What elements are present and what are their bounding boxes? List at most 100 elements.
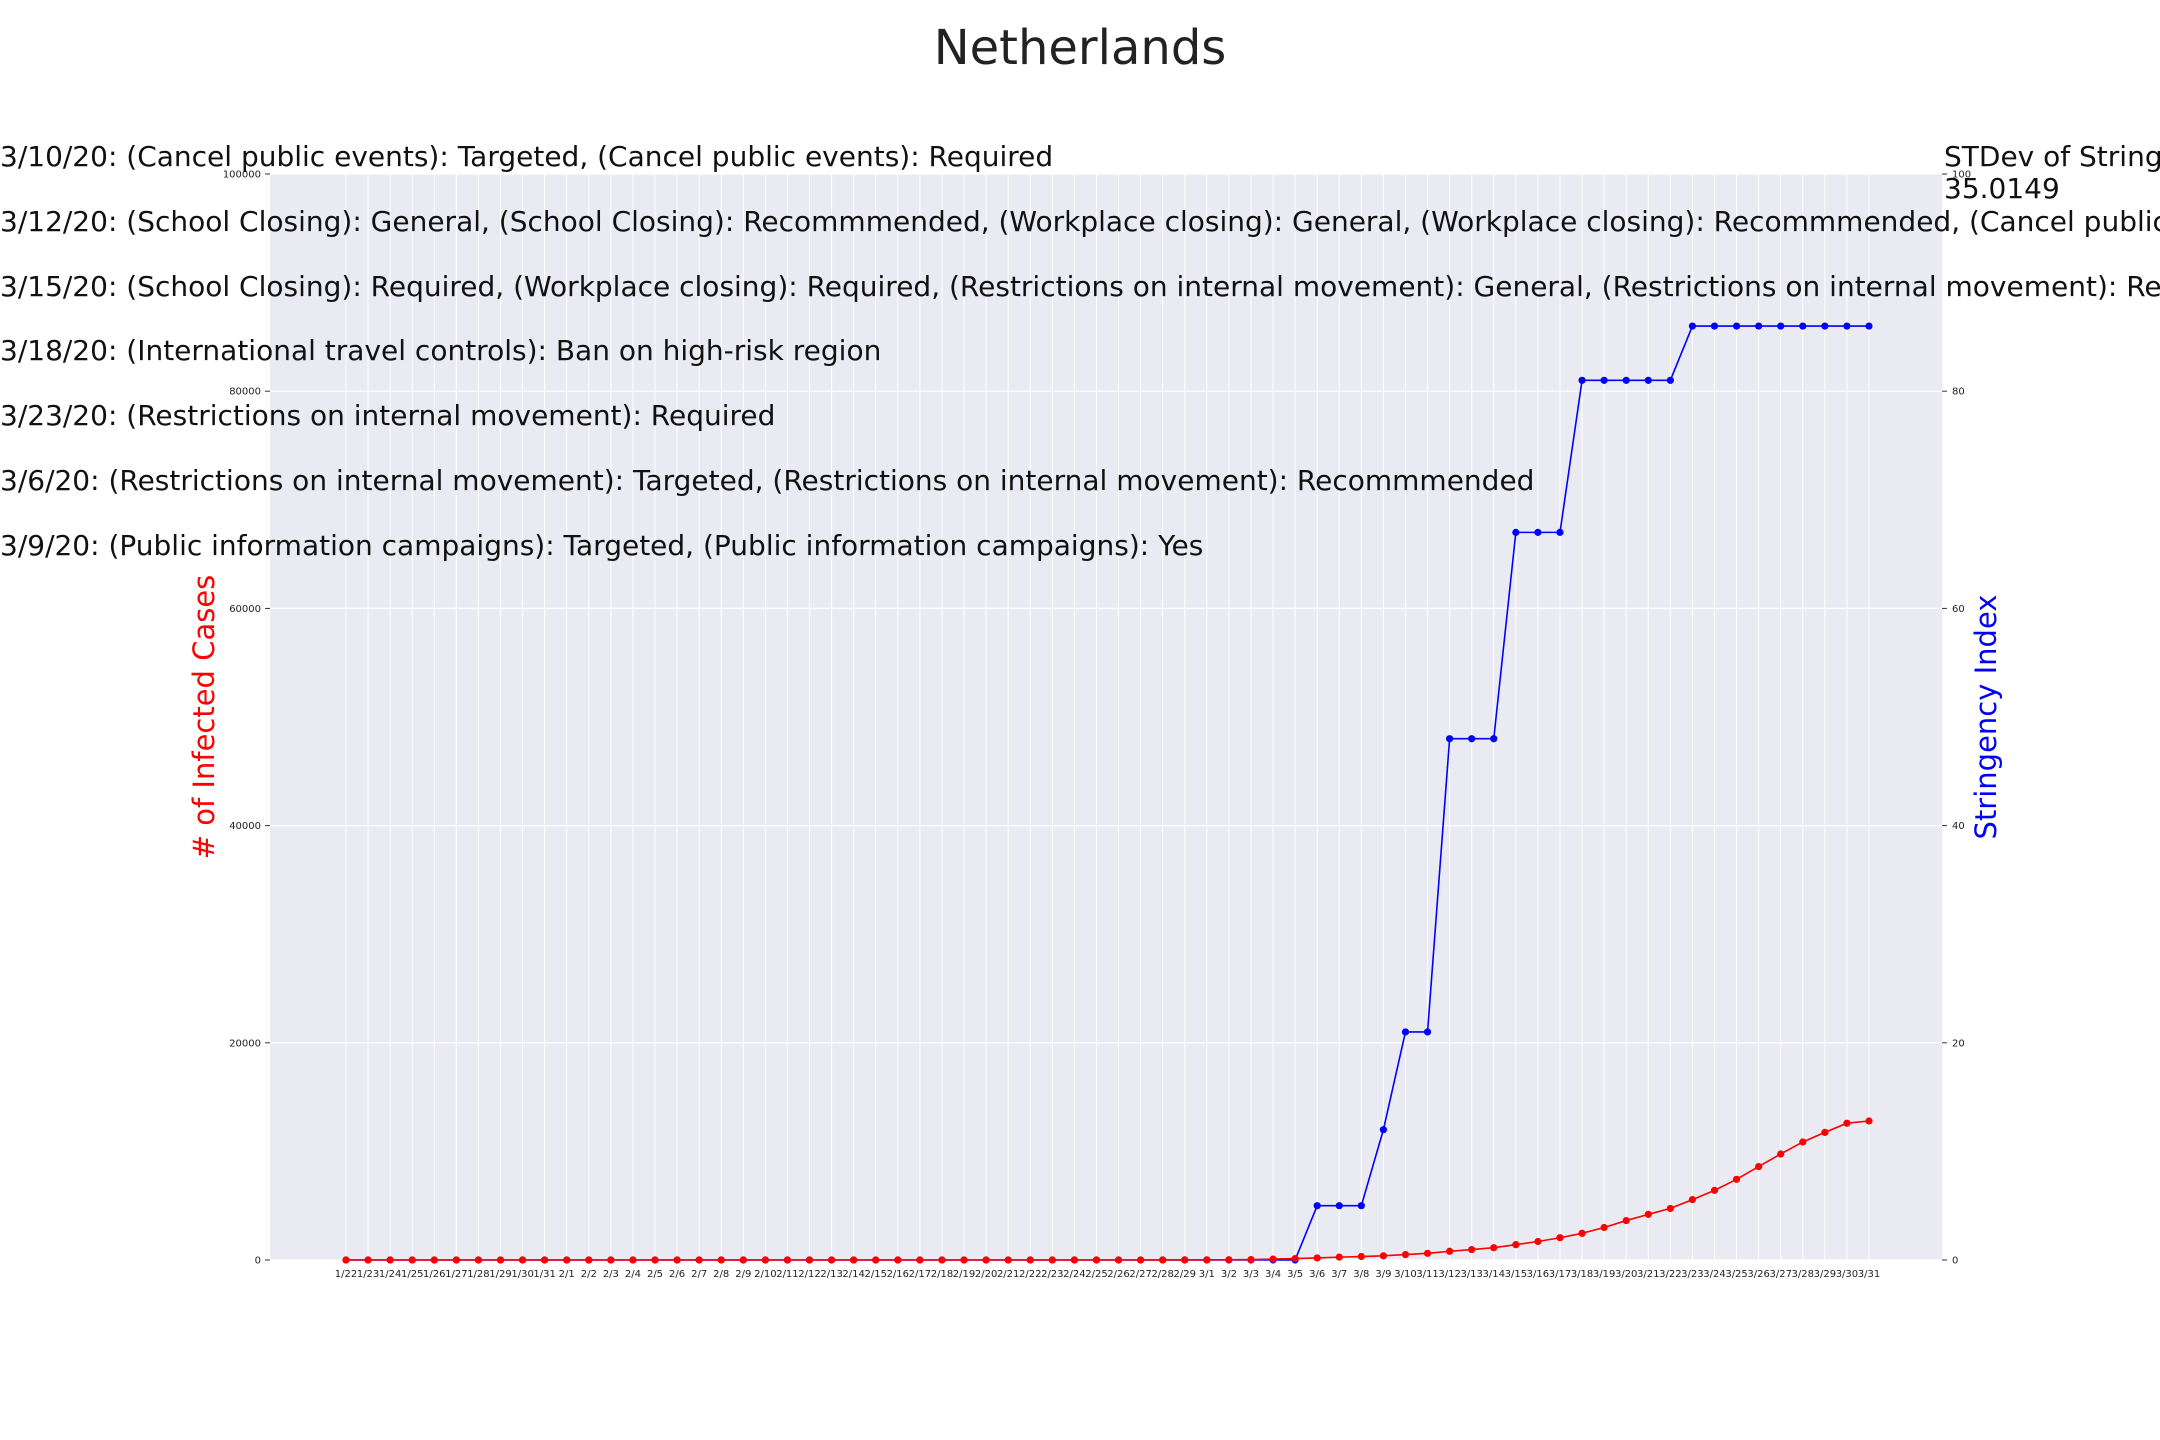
infected-series-line — [346, 1120, 1870, 1261]
x-tick-label: 3/19 — [1593, 1269, 1615, 1280]
x-tick-label: 1/30 — [511, 1269, 533, 1280]
stringency-data-point — [1534, 528, 1542, 536]
infected-data-point — [563, 1256, 571, 1264]
y-axis-label-left: # of Infected Cases — [187, 575, 221, 860]
x-tick-label: 3/17 — [1549, 1269, 1571, 1280]
infected-data-point — [1468, 1245, 1476, 1254]
x-tick-label: 2/18 — [931, 1269, 953, 1280]
x-tick-label: 2/24 — [1063, 1269, 1085, 1280]
infected-data-point — [408, 1256, 416, 1264]
x-tick-label: 2/20 — [975, 1269, 997, 1280]
stringency-data-point — [1799, 322, 1807, 330]
infected-data-point — [1490, 1244, 1498, 1252]
infected-data-point — [1357, 1252, 1365, 1261]
infected-data-point — [1512, 1241, 1520, 1249]
infected-data-point — [827, 1256, 836, 1264]
x-tick-label: 2/13 — [820, 1269, 842, 1280]
x-tick-label: 3/18 — [1571, 1269, 1593, 1280]
infected-data-point — [1777, 1150, 1785, 1158]
y-tick-label-right: 100 — [1952, 170, 1971, 181]
infected-data-point — [1269, 1255, 1277, 1263]
infected-data-point — [342, 1256, 350, 1264]
x-tick-label: 2/21 — [997, 1269, 1019, 1280]
y-axis-label-right: Stringency Index — [1969, 595, 2003, 840]
infected-data-point — [1865, 1117, 1873, 1125]
stringency-data-point — [1688, 322, 1697, 330]
annotations: 3/10/20: (Cancel public events): Targete… — [0, 140, 2160, 562]
stringency-data-point — [1777, 322, 1785, 330]
stringency-data-point — [1578, 376, 1586, 384]
infected-data-point — [1755, 1162, 1763, 1171]
x-tick-label: 1/25 — [401, 1269, 423, 1280]
x-tick-label: 3/26 — [1747, 1269, 1769, 1280]
x-tick-label: 1/22 — [335, 1269, 357, 1280]
infected-data-point — [607, 1256, 615, 1264]
plot-area — [270, 174, 1942, 1260]
x-tick-label: 2/8 — [713, 1269, 729, 1280]
infected-data-point — [783, 1256, 792, 1264]
x-tick-label: 2/26 — [1107, 1269, 1129, 1280]
x-tick-label: 3/8 — [1353, 1269, 1369, 1280]
stringency-data-point — [1865, 322, 1873, 330]
infected-data-point — [1446, 1247, 1454, 1255]
annotation-line: 3/6/20: (Restrictions on internal moveme… — [0, 464, 1534, 497]
x-tick-label: 2/25 — [1085, 1269, 1107, 1280]
infected-data-point — [1291, 1255, 1299, 1263]
x-tick-label: 2/14 — [842, 1269, 864, 1280]
x-tick-label: 3/21 — [1637, 1269, 1659, 1280]
infected-data-point — [1821, 1128, 1829, 1136]
x-tick-label: 2/23 — [1041, 1269, 1063, 1280]
x-tick-label: 3/12 — [1438, 1269, 1460, 1280]
x-tick-label: 3/14 — [1483, 1269, 1505, 1280]
stringency-data-point — [1622, 376, 1630, 384]
y-tick-label-left: 60000 — [229, 604, 261, 615]
x-tick-label: 2/5 — [647, 1269, 663, 1280]
x-tick-label: 3/10 — [1394, 1269, 1416, 1280]
annotation-line: 3/10/20: (Cancel public events): Targete… — [0, 140, 1053, 173]
chart-title: Netherlands — [934, 20, 1227, 76]
stringency-data-point — [1512, 528, 1520, 536]
x-tick-label: 1/29 — [489, 1269, 511, 1280]
y-tick-label-right: 0 — [1952, 1256, 1958, 1267]
x-tick-label: 3/24 — [1703, 1269, 1725, 1280]
x-tick-label: 3/29 — [1814, 1269, 1836, 1280]
x-tick-label: 2/4 — [625, 1269, 641, 1280]
stringency-data-point — [1401, 1028, 1410, 1036]
x-tick-label: 3/23 — [1681, 1269, 1703, 1280]
x-tick-label: 3/30 — [1836, 1269, 1858, 1280]
infected-data-point — [739, 1256, 747, 1264]
stringency-data-point — [1313, 1202, 1321, 1210]
stringency-data-point — [1843, 322, 1851, 330]
stdev-label: STDev of Stringe — [1944, 140, 2160, 173]
y-tick-label-right: 20 — [1952, 1038, 1965, 1049]
y-tick-label-left: 100000 — [223, 170, 261, 181]
right-axis: 0 20 40 60 80 100 — [1942, 170, 1971, 1267]
stringency-data-point — [1446, 735, 1454, 743]
x-tick-label: 3/22 — [1659, 1269, 1681, 1280]
infected-data-point — [1423, 1249, 1432, 1257]
stringency-data-point — [1600, 376, 1608, 384]
infected-data-point — [1843, 1119, 1851, 1127]
x-tick-label: 2/19 — [953, 1269, 975, 1280]
x-tick-label: 2/6 — [669, 1269, 685, 1280]
infected-data-point — [1644, 1210, 1652, 1218]
infected-data-point — [430, 1256, 438, 1264]
stringency-data-point — [1468, 735, 1476, 743]
left-axis: 0 20000 40000 60000 80000 100000 — [223, 170, 270, 1267]
infected-data-point — [1732, 1175, 1741, 1183]
x-tick-label: 1/28 — [467, 1269, 489, 1280]
x-tick-label: 3/2 — [1221, 1269, 1237, 1280]
stringency-data-point — [1732, 322, 1741, 330]
x-tick-label: 1/31 — [533, 1269, 555, 1280]
infected-data-point — [364, 1256, 372, 1264]
infected-data-point — [916, 1256, 924, 1264]
annotation-line: 3/12/20: (School Closing): General, (Sch… — [0, 205, 2160, 238]
stringency-data-point — [1379, 1126, 1388, 1134]
x-tick-label: 1/26 — [423, 1269, 445, 1280]
x-tick-label: 3/11 — [1416, 1269, 1438, 1280]
x-tick-label: 2/16 — [887, 1269, 909, 1280]
x-tick-label: 3/5 — [1287, 1269, 1303, 1280]
annotation-line: 3/18/20: (International travel controls)… — [0, 334, 881, 367]
x-tick-label: 3/25 — [1725, 1269, 1747, 1280]
